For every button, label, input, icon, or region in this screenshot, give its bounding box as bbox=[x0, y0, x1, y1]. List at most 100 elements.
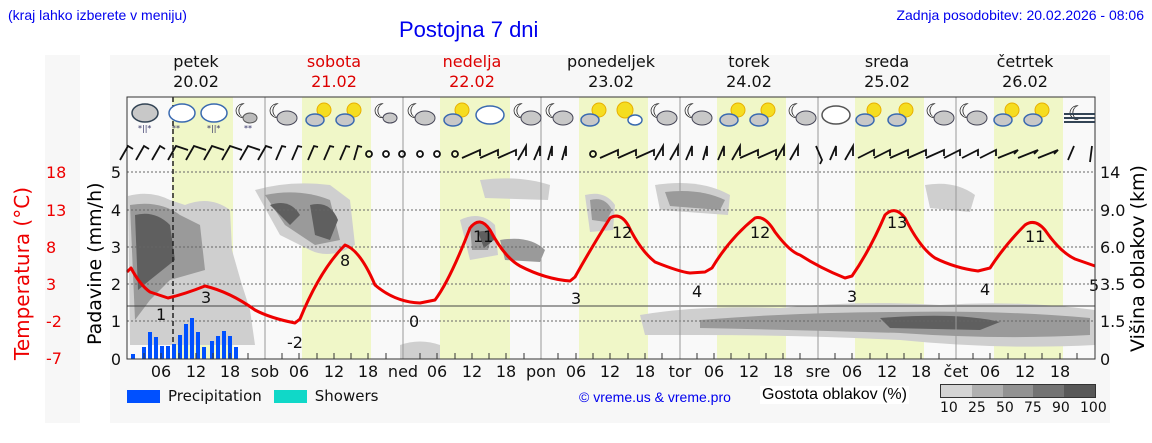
moon-cloud-icon: ☾ bbox=[925, 99, 955, 126]
svg-text:18: 18 bbox=[496, 362, 516, 381]
precip-axis-ticks: 5 4 3 2 1 0 bbox=[111, 163, 121, 369]
svg-text:**: ** bbox=[244, 124, 252, 133]
svg-text:11: 11 bbox=[473, 227, 493, 246]
svg-text:18: 18 bbox=[773, 362, 793, 381]
day-date: 26.02 bbox=[1002, 72, 1048, 91]
svg-text:12: 12 bbox=[1015, 362, 1035, 381]
svg-text:5: 5 bbox=[111, 163, 121, 182]
moon-cloud-icon: ☾ bbox=[544, 99, 574, 126]
moon-fog-icon: ☾ bbox=[1064, 101, 1095, 125]
scale-label: 50 bbox=[996, 400, 1014, 416]
sun-cloud-icon bbox=[719, 102, 746, 127]
scale-label: 10 bbox=[940, 400, 958, 416]
day-header: petek 20.02 bbox=[141, 52, 251, 92]
svg-text:2: 2 bbox=[111, 275, 121, 294]
temp-tick: 3 bbox=[46, 275, 57, 294]
moon-cloud-icon: ☾ bbox=[787, 99, 817, 126]
temperature-axis-panel bbox=[45, 55, 80, 423]
cloud-snow-rain-icon: *||* bbox=[131, 103, 159, 133]
x-axis-labels: 06 12 18 sob 06 12 18 ned 06 12 18 pon 0… bbox=[151, 362, 1070, 381]
svg-text:12: 12 bbox=[612, 223, 632, 242]
day-header: ponedeljek 23.02 bbox=[556, 52, 666, 92]
svg-text:sre: sre bbox=[806, 362, 830, 381]
day-name: sreda bbox=[864, 52, 910, 71]
precipitation-legend-label: Precipitation bbox=[168, 387, 262, 405]
page-title: Postojna 7 dni bbox=[399, 17, 539, 42]
svg-text:06: 06 bbox=[704, 362, 724, 381]
precipitation-swatch bbox=[127, 389, 160, 403]
precip-axis-title: Padavine (mm/h) bbox=[84, 182, 106, 345]
svg-text:12: 12 bbox=[600, 362, 620, 381]
svg-text:4: 4 bbox=[980, 280, 990, 299]
svg-text:13: 13 bbox=[887, 213, 907, 232]
svg-text:3: 3 bbox=[111, 238, 121, 257]
day-date: 24.02 bbox=[726, 72, 772, 91]
cloud-density-title: Gostota oblakov (%) bbox=[760, 386, 909, 404]
moon-cloud-icon: ☾ bbox=[512, 99, 542, 126]
last-update: Zadnja posodobitev: 20.02.2026 - 08:06 bbox=[896, 7, 1144, 23]
svg-text:5: 5 bbox=[1089, 276, 1099, 295]
temperature-axis-title: Temperatura (°C) bbox=[10, 186, 34, 360]
svg-text:1: 1 bbox=[111, 312, 121, 331]
svg-text:9.0: 9.0 bbox=[1100, 201, 1125, 220]
moon-cloud-icon: ☾ bbox=[268, 99, 298, 126]
scale-label: 25 bbox=[968, 400, 986, 416]
temp-tick: 18 bbox=[46, 163, 67, 182]
day-date: 25.02 bbox=[864, 72, 910, 91]
sun-cloud-icon bbox=[443, 102, 470, 127]
svg-text:3: 3 bbox=[847, 287, 857, 306]
day-header: sobota 21.02 bbox=[279, 52, 389, 92]
svg-text:0: 0 bbox=[1100, 350, 1110, 369]
cloud-height-axis-ticks: 14 9.0 6.0 3.5 1.5 0 bbox=[1100, 163, 1125, 369]
moon-cloud-icon: ☾ bbox=[683, 99, 713, 126]
svg-text:18: 18 bbox=[358, 362, 378, 381]
sun-cloud-icon bbox=[749, 102, 776, 127]
svg-text:-2: -2 bbox=[287, 333, 303, 352]
svg-text:12: 12 bbox=[739, 362, 759, 381]
copyright-link[interactable]: © vreme.us & vreme.pro bbox=[579, 389, 731, 405]
svg-text:06: 06 bbox=[289, 362, 309, 381]
svg-text:**: ** bbox=[172, 124, 180, 133]
cloud-density bbox=[128, 178, 1095, 359]
moon-cloud-icon: ☾ bbox=[373, 99, 398, 124]
moon-cloud-icon: ☾ bbox=[406, 99, 436, 126]
sun-cloud-icon bbox=[887, 102, 914, 127]
svg-text:18: 18 bbox=[635, 362, 655, 381]
svg-text:12: 12 bbox=[750, 223, 770, 242]
svg-text:pon: pon bbox=[526, 362, 556, 381]
day-header: četrtek 26.02 bbox=[970, 52, 1080, 92]
sun-cloud-icon bbox=[993, 102, 1020, 127]
svg-text:6.0: 6.0 bbox=[1100, 238, 1125, 257]
svg-text:3: 3 bbox=[201, 288, 211, 307]
svg-text:18: 18 bbox=[220, 362, 240, 381]
svg-text:12: 12 bbox=[462, 362, 482, 381]
showers-swatch bbox=[273, 389, 307, 403]
temperature-labels: 1 3 -2 8 0 11 3 12 4 12 3 13 4 11 5 bbox=[156, 213, 1099, 352]
svg-text:06: 06 bbox=[151, 362, 171, 381]
day-date: 23.02 bbox=[588, 72, 634, 91]
svg-text:06: 06 bbox=[566, 362, 586, 381]
wind-barbs-row bbox=[119, 142, 1093, 165]
cloud-icon bbox=[475, 105, 505, 125]
moon-cloud-snow-icon: ☾** bbox=[234, 99, 258, 133]
moon-cloud-icon: ☾ bbox=[649, 99, 678, 126]
svg-text:*||*: *||* bbox=[207, 124, 220, 133]
day-name: petek bbox=[173, 52, 219, 71]
svg-text:3: 3 bbox=[571, 289, 581, 308]
showers-legend-label: Showers bbox=[314, 387, 379, 405]
sun-cloud-icon bbox=[305, 102, 332, 127]
temp-tick: -7 bbox=[46, 349, 62, 368]
svg-text:čet: čet bbox=[944, 362, 969, 381]
cloud-density-labels: 10 25 50 75 90 100 bbox=[940, 400, 1107, 416]
svg-text:12: 12 bbox=[186, 362, 206, 381]
sun-cloud-icon bbox=[1023, 102, 1050, 127]
svg-text:0: 0 bbox=[111, 350, 121, 369]
svg-text:14: 14 bbox=[1100, 163, 1120, 182]
sun-small-cloud-icon bbox=[616, 101, 643, 126]
moon-cloud-icon: ☾ bbox=[958, 99, 988, 126]
svg-text:8: 8 bbox=[340, 251, 350, 270]
scale-label: 75 bbox=[1024, 400, 1042, 416]
svg-text:18: 18 bbox=[1050, 362, 1070, 381]
sun-cloud-icon bbox=[855, 102, 882, 127]
